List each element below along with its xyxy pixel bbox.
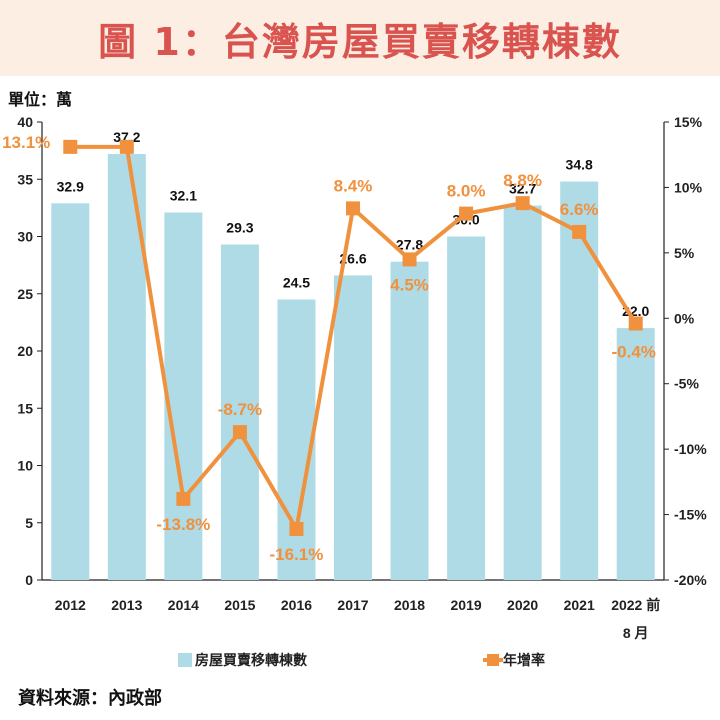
rate-value-label: 13.1% [2,133,50,152]
rate-marker [572,224,587,239]
x-tick-label: 2018 [394,597,425,613]
legend-bar-swatch [178,653,192,667]
bar-value-label: 29.3 [226,220,253,236]
left-tick-label: 40 [17,114,33,130]
rate-value-label: -13.8% [156,515,210,534]
left-tick-label: 10 [17,458,33,474]
right-tick-label: -10% [674,441,707,457]
right-tick-label: -15% [674,507,707,523]
rate-value-label: 8.0% [447,182,486,201]
x-tick-label: 2014 [168,597,199,613]
rate-marker [232,425,247,440]
right-tick-label: 15% [674,114,703,130]
left-tick-label: 35 [17,171,33,187]
rate-value-label: -8.7% [218,400,262,419]
rate-marker [289,521,304,536]
rate-marker [628,316,643,331]
rate-value-label: -16.1% [270,545,324,564]
bar [390,261,429,580]
bar-value-label: 32.9 [57,178,84,194]
rate-value-label: -0.4% [612,343,656,362]
bar [560,181,599,581]
rate-marker [459,206,474,221]
x-tick-label: 2022 前 [611,597,660,613]
x-tick-label: 2016 [281,597,312,613]
rate-value-label: 6.6% [560,200,599,219]
x-tick-label: 2015 [224,597,255,613]
rate-value-label: 8.8% [503,171,542,190]
bar [51,203,90,581]
right-tick-label: 10% [674,179,703,195]
bar [334,275,372,580]
left-tick-label: 20 [17,343,33,359]
left-tick-label: 30 [17,229,33,245]
unit-label: 單位：萬 [8,90,73,109]
legend-line-marker [487,654,499,666]
bar [503,205,542,580]
x-tick-label: 8 月 [623,625,649,641]
x-tick-label: 2017 [337,597,368,613]
bar [447,236,486,580]
bar-value-label: 32.7 [509,181,536,197]
left-tick-label: 25 [17,286,33,302]
x-tick-label: 2012 [55,597,86,613]
legend-line-label: 年增率 [503,652,545,669]
right-tick-label: 0% [674,310,695,326]
left-tick-label: 5 [25,515,33,531]
rate-marker [119,139,134,154]
bar [277,299,316,580]
chart-title: 圖 1：台灣房屋買賣移轉棟數 [98,19,622,64]
legend-bar-label: 房屋買賣移轉棟數 [195,652,307,669]
bar-value-label: 24.5 [283,274,310,290]
right-tick-label: -5% [674,376,699,392]
rate-marker [346,201,360,216]
bar-value-label: 34.8 [566,157,593,173]
rate-marker [63,139,78,154]
left-tick-label: 15 [17,400,33,416]
rate-marker [515,196,530,211]
x-tick-label: 2019 [451,597,482,613]
bar [616,328,655,580]
bar-value-label: 27.8 [396,237,423,253]
bar [164,212,203,580]
bar-value-label: 32.1 [170,187,197,203]
x-tick-label: 2013 [111,597,142,613]
right-tick-label: -20% [674,572,707,588]
x-tick-label: 2021 [564,597,595,613]
rate-marker [176,491,191,506]
rate-marker [402,252,417,267]
x-tick-label: 2020 [507,597,538,613]
rate-value-label: 8.4% [334,176,373,195]
title-banner: 圖 1：台灣房屋買賣移轉棟數 [0,0,720,76]
rate-value-label: 4.5% [390,275,429,294]
bar [220,244,259,580]
left-tick-label: 0 [25,572,33,588]
right-tick-label: 5% [674,245,695,261]
source-label: 資料來源：內政部 [18,688,162,709]
